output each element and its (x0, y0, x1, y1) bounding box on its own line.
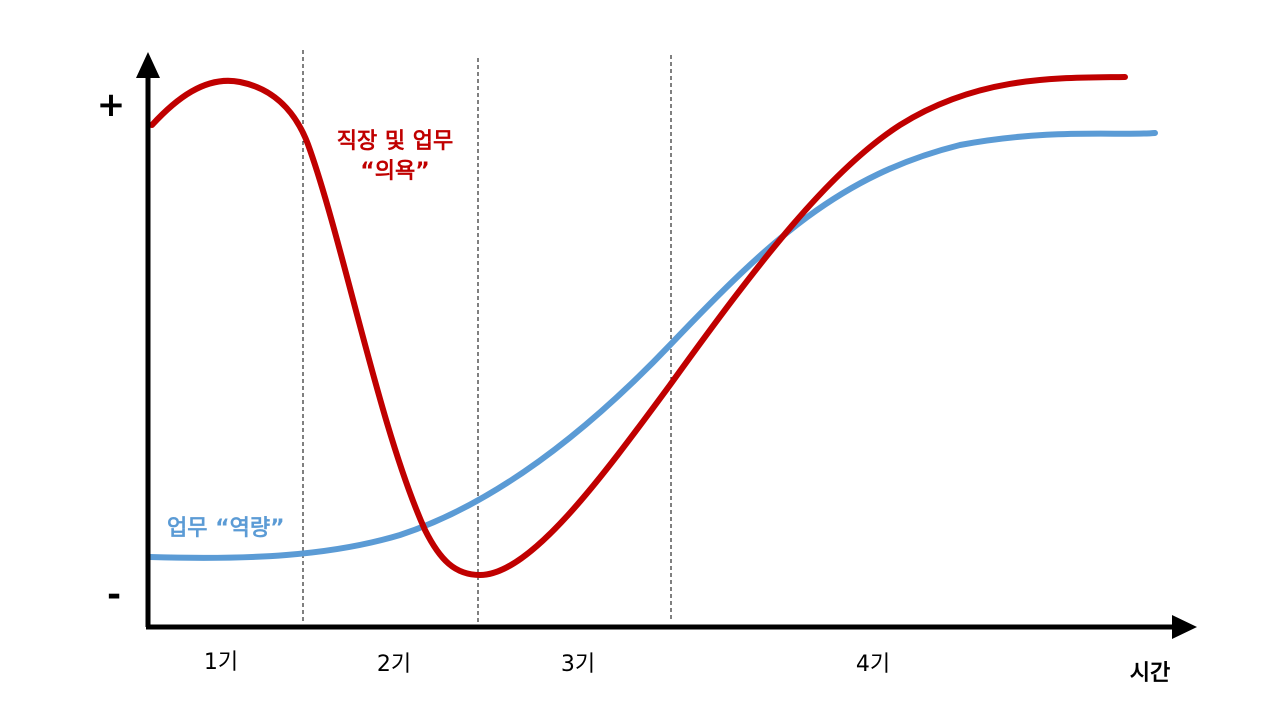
phase-label-3: 3기 (561, 652, 595, 677)
phase-label-1: 1기 (204, 650, 238, 675)
series-competence-label: 업무 “역량” (167, 516, 285, 541)
series-motivation-label-line2: “의욕” (360, 159, 429, 184)
series-motivation-label-line1: 직장 및 업무 (337, 129, 454, 154)
phase-label-4: 4기 (856, 652, 890, 677)
y-axis-arrow (136, 52, 160, 78)
y-axis-plus-label: + (97, 85, 126, 125)
x-axis-label: 시간 (1130, 661, 1170, 686)
series-competence-line (147, 130, 1158, 561)
phase-label-2: 2기 (377, 652, 411, 677)
x-axis-arrow (1172, 615, 1197, 639)
series-motivation-line (149, 74, 1128, 579)
y-axis-minus-label: - (107, 575, 121, 615)
